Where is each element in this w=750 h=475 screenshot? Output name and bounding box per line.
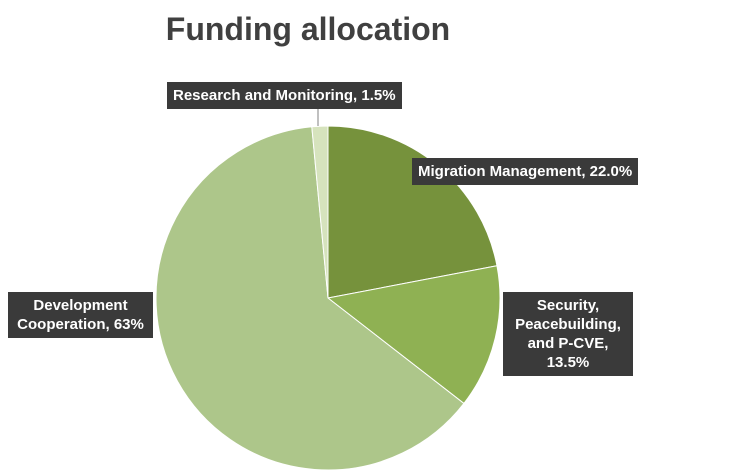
pie-slice [155, 126, 465, 471]
pie-slice [326, 265, 501, 405]
data-label: Research and Monitoring, 1.5% [167, 82, 402, 109]
pie-slice [311, 125, 329, 299]
chart-title: Funding allocation [166, 11, 450, 47]
data-label: Security, Peacebuilding, and P-CVE, 13.5… [503, 292, 633, 376]
data-label: Development Cooperation, 63% [8, 292, 153, 338]
data-label: Migration Management, 22.0% [412, 158, 639, 185]
